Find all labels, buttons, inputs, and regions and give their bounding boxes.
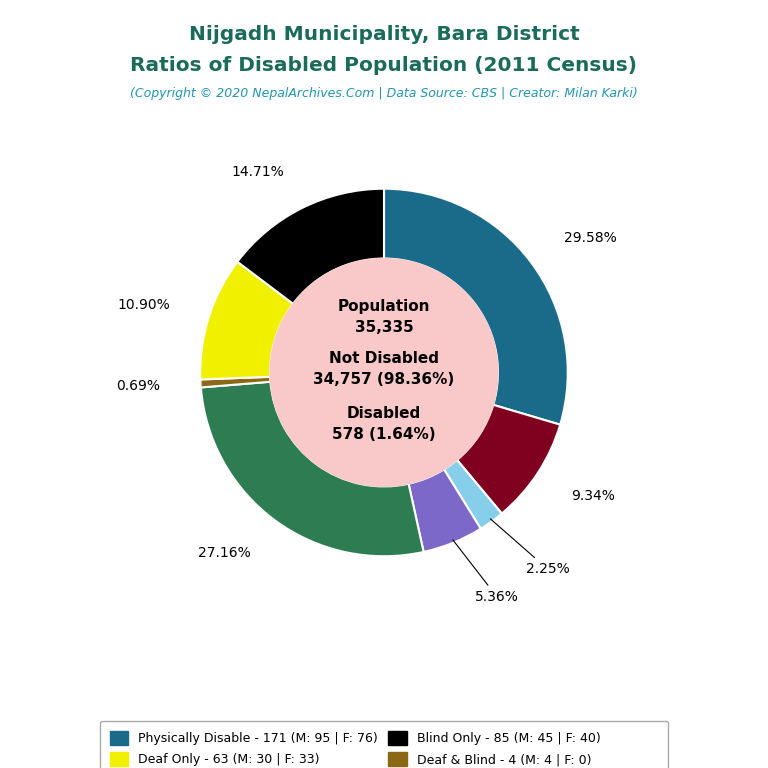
Text: Nijgadh Municipality, Bara District: Nijgadh Municipality, Bara District — [189, 25, 579, 44]
Text: Population
35,335: Population 35,335 — [338, 300, 430, 336]
Wedge shape — [200, 377, 270, 387]
Wedge shape — [384, 189, 568, 425]
Wedge shape — [201, 382, 424, 556]
Text: 14.71%: 14.71% — [231, 165, 284, 179]
Text: Disabled
578 (1.64%): Disabled 578 (1.64%) — [333, 406, 435, 442]
Text: Not Disabled
34,757 (98.36%): Not Disabled 34,757 (98.36%) — [313, 351, 455, 387]
Text: 29.58%: 29.58% — [564, 231, 617, 245]
Text: Ratios of Disabled Population (2011 Census): Ratios of Disabled Population (2011 Cens… — [131, 56, 637, 74]
Text: 9.34%: 9.34% — [571, 488, 615, 502]
Text: 10.90%: 10.90% — [118, 298, 170, 313]
Wedge shape — [409, 469, 481, 552]
Wedge shape — [457, 405, 560, 514]
Wedge shape — [237, 189, 384, 304]
Wedge shape — [200, 262, 293, 379]
Text: 5.36%: 5.36% — [453, 540, 519, 604]
Legend: Physically Disable - 171 (M: 95 | F: 76), Deaf Only - 63 (M: 30 | F: 33), Speech: Physically Disable - 171 (M: 95 | F: 76)… — [100, 720, 668, 768]
Text: (Copyright © 2020 NepalArchives.Com | Data Source: CBS | Creator: Milan Karki): (Copyright © 2020 NepalArchives.Com | Da… — [130, 88, 638, 100]
Text: 27.16%: 27.16% — [198, 546, 251, 560]
Text: 2.25%: 2.25% — [491, 519, 570, 576]
Wedge shape — [444, 460, 502, 528]
Circle shape — [270, 259, 498, 486]
Text: 0.69%: 0.69% — [116, 379, 161, 393]
